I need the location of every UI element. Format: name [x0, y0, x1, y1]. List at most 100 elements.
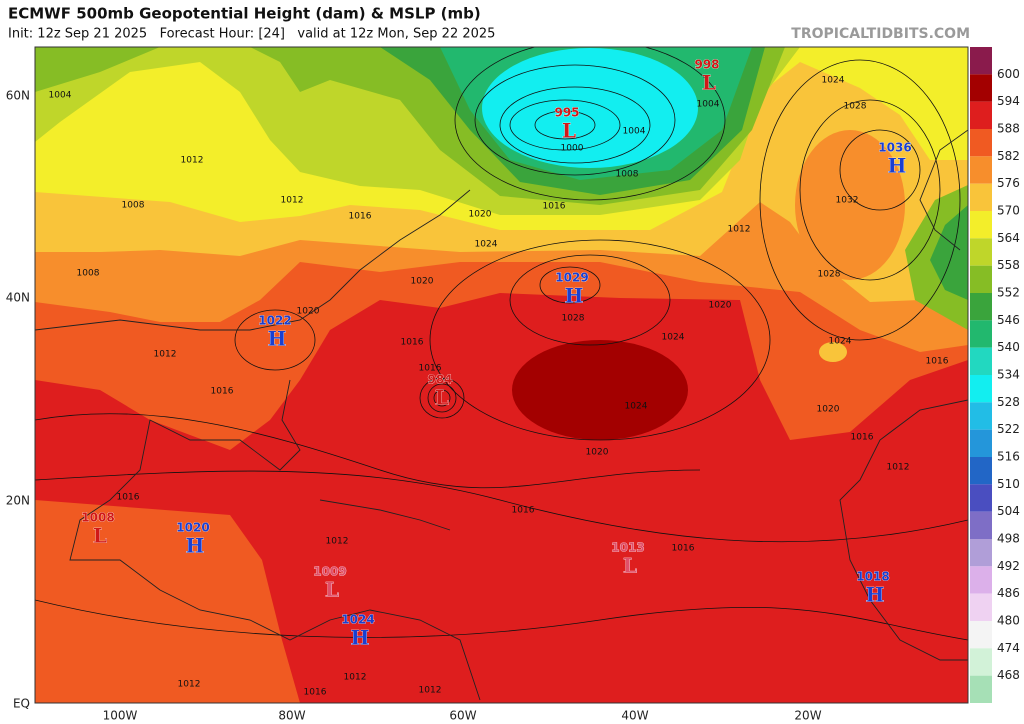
isobar-label: 1004: [697, 100, 720, 110]
field-534: [482, 48, 698, 168]
colorbar-band: [970, 156, 992, 184]
longitude-label: 20W: [794, 709, 821, 723]
isobar-label: 1020: [817, 405, 840, 415]
colorbar-band: [970, 47, 992, 75]
isobar-label: 1020: [586, 448, 609, 458]
colorbar-label: 588: [997, 122, 1020, 136]
isobar-label: 1024: [829, 337, 852, 347]
map-frame: [34, 46, 969, 704]
pressure-symbol: L: [325, 578, 339, 602]
isobar-label: 1020: [411, 277, 434, 287]
isobar-label: 1028: [562, 314, 585, 324]
colorbar-band: [970, 211, 992, 239]
isobar-label: 1020: [469, 210, 492, 220]
colorbar-band: [970, 347, 992, 375]
colorbar-band: [970, 101, 992, 129]
colorbar-band: [970, 566, 992, 594]
pressure-value: 995: [554, 106, 579, 120]
isobar-label: 1016: [926, 357, 949, 367]
colorbar-label: 600: [997, 67, 1020, 81]
colorbar-label: 594: [997, 94, 1020, 108]
isobar-label: 1012: [887, 463, 910, 473]
pressure-value: 1022: [258, 314, 291, 328]
colorbar-band: [970, 74, 992, 102]
isobar-label: 1020: [709, 301, 732, 311]
title: ECMWF 500mb Geopotential Height (dam) & …: [8, 5, 481, 23]
colorbar-label: 492: [997, 559, 1020, 573]
colorbar-band: [970, 429, 992, 457]
pressure-symbol: H: [186, 534, 205, 558]
colorbar-band: [970, 238, 992, 266]
longitude-label: 80W: [278, 709, 305, 723]
isobar-label: 1004: [49, 91, 72, 101]
colorbar-band: [970, 293, 992, 321]
isobar-label: 1016: [512, 506, 535, 516]
isobar-label: 1020: [297, 307, 320, 317]
colorbar-label: 558: [997, 258, 1020, 272]
pressure-value: 984: [427, 373, 452, 387]
pressure-value: 1013: [611, 541, 644, 555]
colorbar-band: [970, 265, 992, 293]
colorbar-label: 540: [997, 340, 1020, 354]
colorbar-band: [970, 511, 992, 539]
colorbar-label: 528: [997, 395, 1020, 409]
colorbar-label: 480: [997, 614, 1020, 628]
field-582: [795, 130, 905, 280]
colorbar-band: [970, 593, 992, 621]
pressure-symbol: L: [623, 554, 637, 578]
isobar-label: 1028: [818, 270, 841, 280]
isobar-label: 1000: [561, 144, 584, 154]
pressure-value: 1020: [176, 521, 209, 535]
pressure-value: 1024: [341, 613, 374, 627]
isobar-label: 1008: [122, 201, 145, 211]
colorbar-label: 510: [997, 477, 1020, 491]
isobar-label: 1016: [304, 688, 327, 698]
latitude-label: 20N: [6, 494, 30, 508]
colorbar-band: [970, 484, 992, 512]
isobar-label: 1016: [672, 544, 695, 554]
colorbar-label: 534: [997, 368, 1020, 382]
isobar-label: 1024: [475, 240, 498, 250]
latitude-label: EQ: [13, 697, 30, 711]
isobar-label: 1032: [836, 196, 859, 206]
pressure-symbol: H: [351, 626, 370, 650]
longitude-label: 60W: [449, 709, 476, 723]
pressure-symbol: L: [562, 119, 576, 143]
colorbar-label: 474: [997, 641, 1020, 655]
isobar-label: 1016: [401, 338, 424, 348]
isobar-label: 1012: [181, 156, 204, 166]
colorbar-band: [970, 320, 992, 348]
colorbar-band: [970, 457, 992, 485]
colorbar-label: 468: [997, 668, 1020, 682]
field-588: [35, 500, 300, 703]
pressure-value: 1036: [878, 141, 911, 155]
colorbar-band: [970, 648, 992, 676]
pressure-value: 1018: [856, 570, 889, 584]
colorbar-label: 486: [997, 586, 1020, 600]
longitude-label: 40W: [621, 709, 648, 723]
pressure-symbol: H: [866, 583, 885, 607]
isobar-label: 1012: [154, 350, 177, 360]
latitude-label: 40N: [6, 291, 30, 305]
colorbar-label: 564: [997, 231, 1020, 245]
isobar-label: 1016: [117, 493, 140, 503]
colorbar-label: 498: [997, 532, 1020, 546]
isobar-label: 1024: [822, 76, 845, 86]
field-552: [930, 205, 968, 300]
isobar-label: 1016: [419, 364, 442, 374]
source-watermark: TROPICALTIDBITS.COM: [791, 26, 970, 42]
isobar-label: 1012: [326, 537, 349, 547]
pressure-symbol: H: [268, 327, 287, 351]
colorbar-label: 546: [997, 313, 1020, 327]
isobar-label: 1016: [349, 212, 372, 222]
isobar-label: 1016: [851, 433, 874, 443]
colorbar-band: [970, 402, 992, 430]
colorbar-band: [970, 675, 992, 703]
colorbar-label: 522: [997, 422, 1020, 436]
coastlines: [35, 129, 968, 701]
pressure-value: 998: [694, 58, 719, 72]
colorbar-label: 504: [997, 504, 1020, 518]
colorbar-band: [970, 539, 992, 567]
isobar-label: 1012: [178, 680, 201, 690]
